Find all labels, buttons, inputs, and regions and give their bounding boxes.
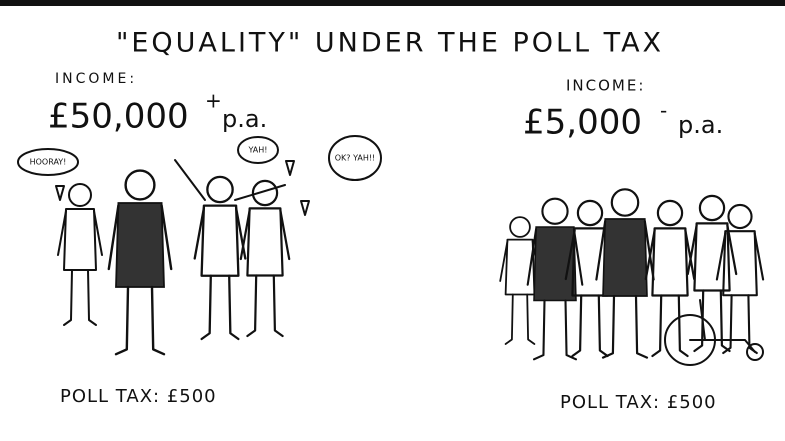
speech-bubble: HOORAY! (30, 158, 67, 167)
top-rule (0, 0, 785, 6)
income: £5,000 (523, 103, 642, 143)
income-period: p.a. (678, 111, 723, 139)
income-label: INCOME: (55, 71, 137, 87)
income-period: p.a. (222, 105, 267, 133)
income-mark: + (205, 89, 222, 113)
poll-tax: POLL TAX: £500 (560, 392, 717, 413)
wealthy-group (18, 136, 381, 354)
income-mark: - (660, 99, 667, 123)
cartoon: "EQUALITY" UNDER THE POLL TAX INCOME: £5… (0, 0, 785, 441)
speech-bubble: OK? YAH!! (335, 154, 376, 163)
poor-group (500, 189, 763, 365)
poll-tax: POLL TAX: £500 (60, 386, 217, 407)
speech-bubble: YAH! (248, 146, 268, 155)
title: "EQUALITY" UNDER THE POLL TAX (116, 28, 664, 59)
income-label: INCOME: (566, 77, 645, 95)
income: £50,000 (48, 97, 189, 137)
